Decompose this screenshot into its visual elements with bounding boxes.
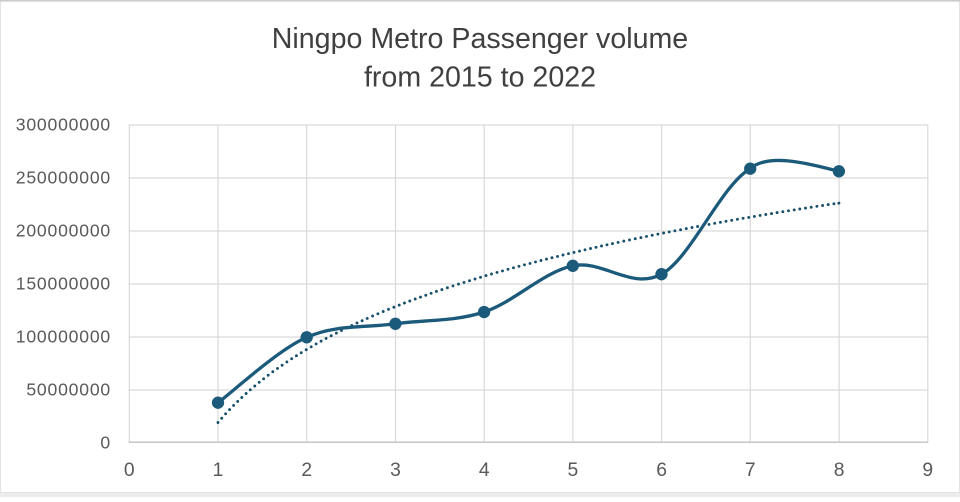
svg-text:6: 6 bbox=[656, 460, 667, 481]
svg-text:5: 5 bbox=[568, 460, 579, 481]
svg-text:9: 9 bbox=[922, 460, 933, 481]
svg-text:Ningpo Metro Passenger volume: Ningpo Metro Passenger volume bbox=[272, 23, 688, 55]
svg-text:300000000: 300000000 bbox=[16, 115, 111, 135]
svg-text:250000000: 250000000 bbox=[16, 168, 111, 188]
svg-text:0: 0 bbox=[124, 460, 135, 481]
svg-text:3: 3 bbox=[390, 460, 401, 481]
svg-text:2: 2 bbox=[301, 460, 312, 481]
svg-text:4: 4 bbox=[479, 460, 490, 481]
svg-text:8: 8 bbox=[834, 460, 845, 481]
svg-text:7: 7 bbox=[745, 460, 756, 481]
svg-text:100000000: 100000000 bbox=[16, 327, 111, 347]
svg-text:50000000: 50000000 bbox=[26, 380, 111, 400]
svg-text:200000000: 200000000 bbox=[16, 221, 111, 241]
svg-text:0: 0 bbox=[100, 433, 111, 453]
svg-text:from 2015 to 2022: from 2015 to 2022 bbox=[364, 62, 596, 94]
svg-text:150000000: 150000000 bbox=[16, 274, 111, 294]
svg-text:1: 1 bbox=[213, 460, 224, 481]
